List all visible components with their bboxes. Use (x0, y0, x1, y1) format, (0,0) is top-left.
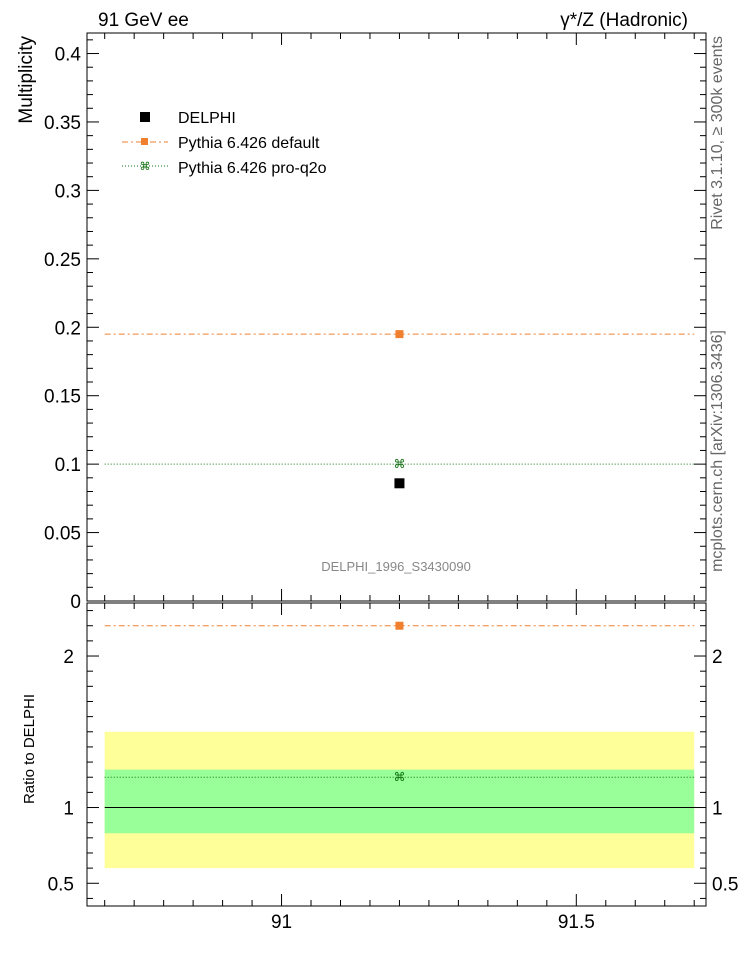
main-ylabel: Multiplicity (16, 36, 37, 124)
ratio-plot-frame (86, 602, 707, 907)
main-ytick-label: 0.3 (55, 181, 81, 202)
proq2o-point: ⌘ (393, 457, 405, 471)
legend-marker-proq2o: ⌘ (140, 161, 151, 173)
ratio-proq2o-point: ⌘ (393, 770, 405, 784)
main-plot-series: ⌘ (104, 330, 695, 489)
ratio-ylabel: Ratio to DELPHI (21, 694, 38, 804)
main-ytick-label: 0.35 (44, 113, 81, 134)
main-ytick-label: 0.05 (44, 524, 81, 545)
ratio-ytick-label-right: 0.5 (712, 874, 738, 895)
ratio-ytick-label-left: 0.5 (48, 874, 74, 895)
ratio-ytick-label-left: 1 (63, 799, 74, 820)
main-ytick-label: 0 (70, 592, 81, 613)
legend: DELPHI Pythia 6.426 default ⌘ Pythia 6.4… (122, 110, 327, 177)
main-plot-ticks: 0 0.05 0.1 0.15 0.2 0.25 0.3 0.35 0.4 (44, 33, 706, 613)
legend-entry-default: Pythia 6.426 default (178, 135, 320, 152)
ratio-plot: ⌘ 0.5 0.5 1 1 2 2 91 91.5 Ratio to DELPHI (21, 602, 738, 933)
source-label: mcplots.cern.ch [arXiv:1306.3436] (709, 330, 726, 572)
main-ytick-label: 0.15 (44, 387, 81, 408)
ratio-xtick-label: 91.5 (558, 912, 595, 933)
legend-marker-delphi (140, 112, 150, 122)
legend-marker-default (141, 138, 148, 145)
main-ytick-label: 0.25 (44, 250, 81, 271)
left-title: 91 GeV ee (98, 10, 189, 31)
ratio-ytick-label-left: 2 (63, 647, 74, 668)
legend-entry-delphi: DELPHI (178, 110, 236, 127)
ratio-xtick-label: 91 (271, 912, 292, 933)
ratio-band-inner (104, 769, 695, 834)
delphi-point (394, 478, 405, 489)
main-ytick-label: 0.2 (55, 318, 81, 339)
ratio-plot-ticks: 0.5 0.5 1 1 2 2 91 91.5 (48, 603, 738, 933)
ratio-ytick-label-right: 2 (712, 647, 723, 668)
main-ytick-label: 0.1 (55, 455, 81, 476)
legend-entry-proq2o: Pythia 6.426 pro-q2o (178, 160, 327, 177)
right-title: γ*/Z (Hadronic) (560, 10, 688, 31)
main-plot-frame (86, 32, 707, 602)
ratio-ytick-label-right: 1 (712, 799, 723, 820)
rivet-label: Rivet 3.1.10, ≥ 300k events (709, 36, 726, 230)
main-plot: 0 0.05 0.1 0.15 0.2 0.25 0.3 0.35 0.4 ⌘ Multipli… (16, 32, 707, 613)
main-ytick-label: 0.4 (55, 45, 82, 66)
analysis-label: DELPHI_1996_S3430090 (321, 559, 471, 574)
ratio-default-point (395, 621, 404, 630)
default-point (395, 330, 404, 339)
